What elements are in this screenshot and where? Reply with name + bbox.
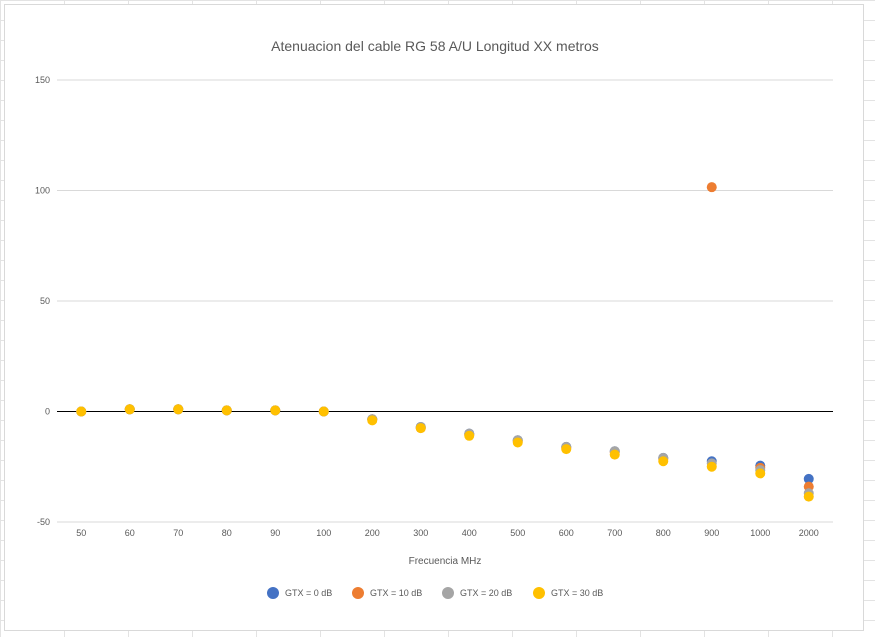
point-series-3-300[interactable] [415,423,426,434]
point-series-3-1000[interactable] [755,468,766,479]
point-series-3-100[interactable] [318,406,329,417]
x-axis-ticks: 50 60 70 80 90 100 200 300 400 500 600 700 800 900 100… [76,528,819,538]
point-series-3-900[interactable] [706,461,717,472]
y-axis-ticks: 150 100 50 0 -50 [35,75,50,527]
legend-marker [533,587,545,599]
x-tick-label: 500 [510,528,525,538]
y-tick-label: 150 [35,75,50,85]
x-tick-label: 100 [316,528,331,538]
chart-area[interactable] [4,4,864,631]
y-tick-label: -50 [37,517,50,527]
legend-marker [267,587,279,599]
legend-entry-label: GTX = 0 dB [285,588,332,598]
x-tick-label: 50 [76,528,86,538]
x-tick-label: 2000 [799,528,819,538]
x-axis-label: Frecuencia MHz [409,556,482,567]
legend-entry-label: GTX = 20 dB [460,588,512,598]
y-tick-label: 100 [35,186,50,196]
point-series-3-400[interactable] [464,430,475,441]
legend-entry-label: GTX = 30 dB [551,588,603,598]
chart-title: Atenuacion del cable RG 58 A/U Longitud … [271,38,599,54]
legend-marker [442,587,454,599]
point-series-3-50[interactable] [76,406,87,417]
x-tick-label: 900 [704,528,719,538]
point-series-3-200[interactable] [367,415,378,426]
legend-marker [352,587,364,599]
point-series-3-80[interactable] [221,405,232,416]
point-series-3-60[interactable] [124,404,135,415]
point-series-3-600[interactable] [561,444,572,455]
x-tick-label: 400 [462,528,477,538]
point-series-3-90[interactable] [270,405,281,416]
point-series-3-700[interactable] [609,449,620,460]
point-series-0-2000[interactable] [803,473,814,484]
data-points [76,182,814,502]
x-tick-label: 200 [365,528,380,538]
point-series-1-900[interactable] [706,182,717,193]
x-tick-label: 700 [607,528,622,538]
x-tick-label: 1000 [750,528,770,538]
x-tick-label: 300 [413,528,428,538]
point-series-3-70[interactable] [173,404,184,415]
y-tick-label: 0 [45,407,50,417]
point-series-3-800[interactable] [658,456,669,467]
gridlines [57,79,833,523]
point-series-3-500[interactable] [512,437,523,448]
x-tick-label: 600 [559,528,574,538]
x-tick-label: 70 [173,528,183,538]
x-tick-label: 60 [125,528,135,538]
legend-entry-label: GTX = 10 dB [370,588,422,598]
x-tick-label: 90 [270,528,280,538]
point-series-3-2000[interactable] [803,491,814,502]
x-tick-label: 80 [222,528,232,538]
y-tick-label: 50 [40,296,50,306]
x-tick-label: 800 [656,528,671,538]
legend[interactable]: GTX = 0 dB GTX = 10 dB GTX = 20 dB GTX = 30… [267,587,603,599]
